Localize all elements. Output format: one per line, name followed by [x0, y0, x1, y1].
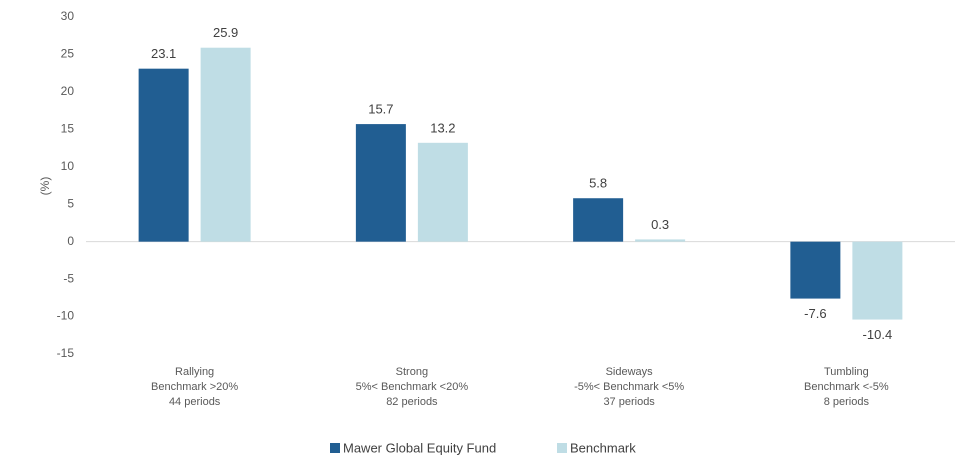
value-label: 25.9 [213, 25, 238, 40]
y-tick-label: 30 [61, 9, 75, 23]
x-tick-label: Tumbling [824, 366, 869, 378]
y-tick-label: 20 [61, 84, 75, 98]
legend-label: Mawer Global Equity Fund [343, 440, 496, 455]
y-tick-label: -5 [63, 271, 74, 285]
y-axis-label: (%) [38, 177, 52, 196]
value-label: 5.8 [589, 176, 607, 191]
y-tick-label: 25 [61, 47, 75, 61]
x-tick-label: Strong [396, 366, 428, 378]
x-tick-label: Rallying [175, 366, 214, 378]
value-label: -10.4 [863, 327, 893, 342]
legend-label: Benchmark [570, 440, 636, 455]
bar [417, 142, 468, 242]
x-tick-label: 37 periods [603, 396, 655, 408]
y-tick-label: -15 [57, 346, 75, 360]
legend-swatch [557, 443, 567, 453]
x-tick-label: Benchmark <-5% [804, 381, 889, 393]
x-tick-label: -5%< Benchmark <5% [574, 381, 684, 393]
value-label: 13.2 [430, 120, 455, 135]
value-label: -7.6 [804, 306, 826, 321]
bar [852, 241, 903, 320]
value-label: 23.1 [151, 46, 176, 61]
value-label: 0.3 [651, 217, 669, 232]
y-tick-label: 5 [67, 196, 74, 210]
x-tick-label: 8 periods [824, 396, 870, 408]
x-tick-label: Benchmark >20% [151, 381, 238, 393]
y-tick-label: 15 [61, 122, 75, 136]
x-tick-label: 5%< Benchmark <20% [356, 381, 469, 393]
bar [790, 241, 841, 299]
x-tick-label: Sideways [606, 366, 654, 378]
bar [635, 239, 686, 242]
bar [355, 124, 406, 242]
x-tick-label: 82 periods [386, 396, 438, 408]
bar [573, 198, 624, 242]
y-tick-label: -10 [57, 309, 75, 323]
y-tick-label: 10 [61, 159, 75, 173]
y-tick-label: 0 [67, 234, 74, 248]
bar [200, 47, 251, 242]
legend-swatch [330, 443, 340, 453]
bar [138, 68, 189, 242]
value-label: 15.7 [368, 102, 393, 117]
x-tick-label: 44 periods [169, 396, 221, 408]
